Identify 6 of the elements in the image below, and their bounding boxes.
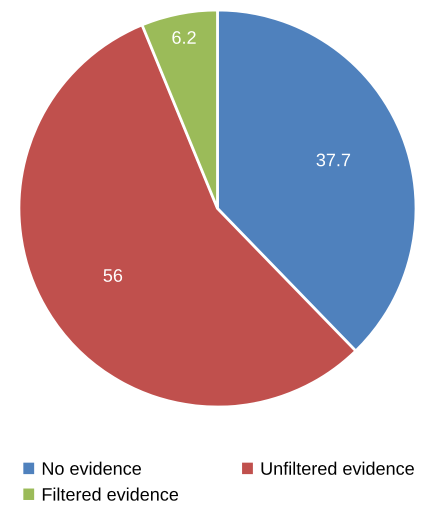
legend-label: Unfiltered evidence bbox=[262, 462, 414, 475]
legend-label: No evidence bbox=[42, 462, 141, 475]
data-label: 6.2 bbox=[172, 31, 196, 44]
legend-label: Filtered evidence bbox=[42, 488, 178, 501]
data-label: 56 bbox=[104, 269, 122, 282]
data-label: 37.7 bbox=[316, 154, 350, 166]
